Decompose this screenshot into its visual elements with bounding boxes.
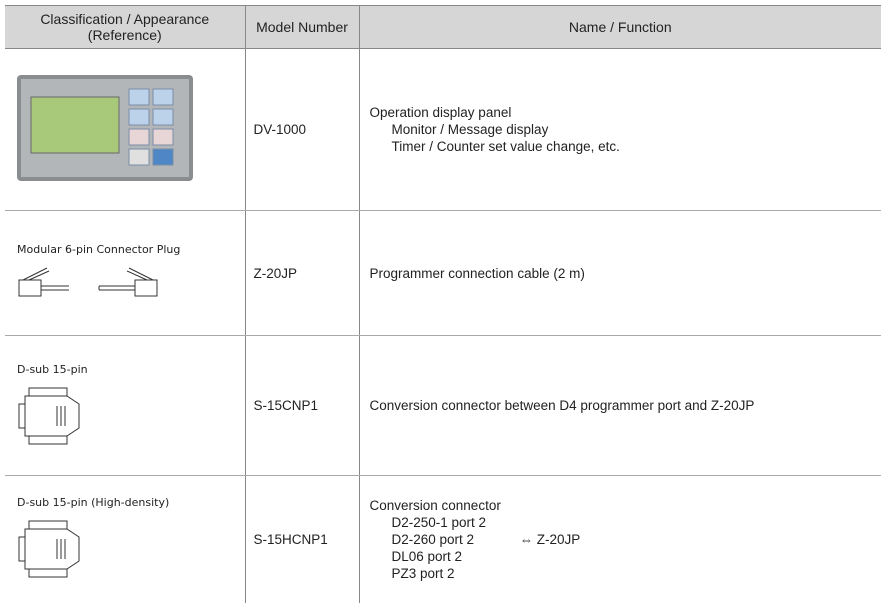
function-title: Conversion connector [369, 497, 501, 513]
appearance-label: Modular 6-pin Connector Plug [17, 243, 181, 256]
function-item: Monitor / Message display [391, 122, 549, 137]
function-cell: Conversion connector between D4 programm… [358, 335, 881, 476]
cable-icon [18, 267, 158, 297]
function-item: PZ3 port 2 [391, 565, 455, 581]
model-cell: Z-20JP [244, 210, 359, 336]
model-cell: DV-1000 [244, 48, 359, 211]
appearance-label: D-sub 15-pin [17, 362, 88, 376]
function-cell: Programmer connection cable (2 m) [358, 210, 881, 336]
appearance-cell [5, 48, 245, 211]
function-title: Programmer connection cable (2 m) [369, 265, 585, 281]
header-cell: Model Number [244, 5, 359, 49]
function-title: Conversion connector between D4 programm… [369, 398, 755, 413]
header-cell: Name / Function [358, 5, 881, 49]
model-cell: S-15HCNP1 [244, 475, 359, 603]
model-cell: S-15CNP1 [244, 335, 359, 476]
function-item: Timer / Counter set value change, etc. [391, 139, 620, 154]
function-item: D2-250-1 port 2 [391, 514, 487, 530]
dsub-icon [18, 387, 80, 444]
appearance-cell: Modular 6-pin Connector Plug [5, 210, 245, 336]
function-cell: Operation display panel Monitor / Messag… [358, 48, 881, 211]
header-row: Classification / Appearance (Reference) … [5, 5, 881, 49]
function-item: DL06 port 2 [391, 548, 463, 564]
function-item: D2-260 port 2 [391, 531, 475, 547]
function-cell: Conversion connector D2-250-1 port 2 D2-… [358, 475, 881, 603]
appearance-cell: D-sub 15-pin [5, 335, 245, 476]
row: D-sub 15-pin S-15CNP1 Conversion connect… [5, 335, 881, 476]
dsub-icon [18, 520, 80, 578]
function-note: ⇔ Z-20JP [519, 531, 581, 547]
row: D-sub 15-pin (High-density) S-15HCNP1 Co… [5, 475, 881, 603]
spec-table: Classification / Appearance (Reference) … [5, 5, 881, 603]
function-title: Operation display panel [369, 105, 512, 120]
header-cell: Classification / Appearance (Reference) [5, 5, 245, 49]
appearance-cell: D-sub 15-pin (High-density) [5, 476, 245, 603]
appearance-label: D-sub 15-pin (High-density) [17, 496, 170, 510]
panel-image [17, 75, 193, 181]
row: DV-1000 Operation display panel Monitor … [5, 48, 881, 211]
row: Modular 6-pin Connector Plug Z-20JP Prog… [5, 210, 881, 336]
